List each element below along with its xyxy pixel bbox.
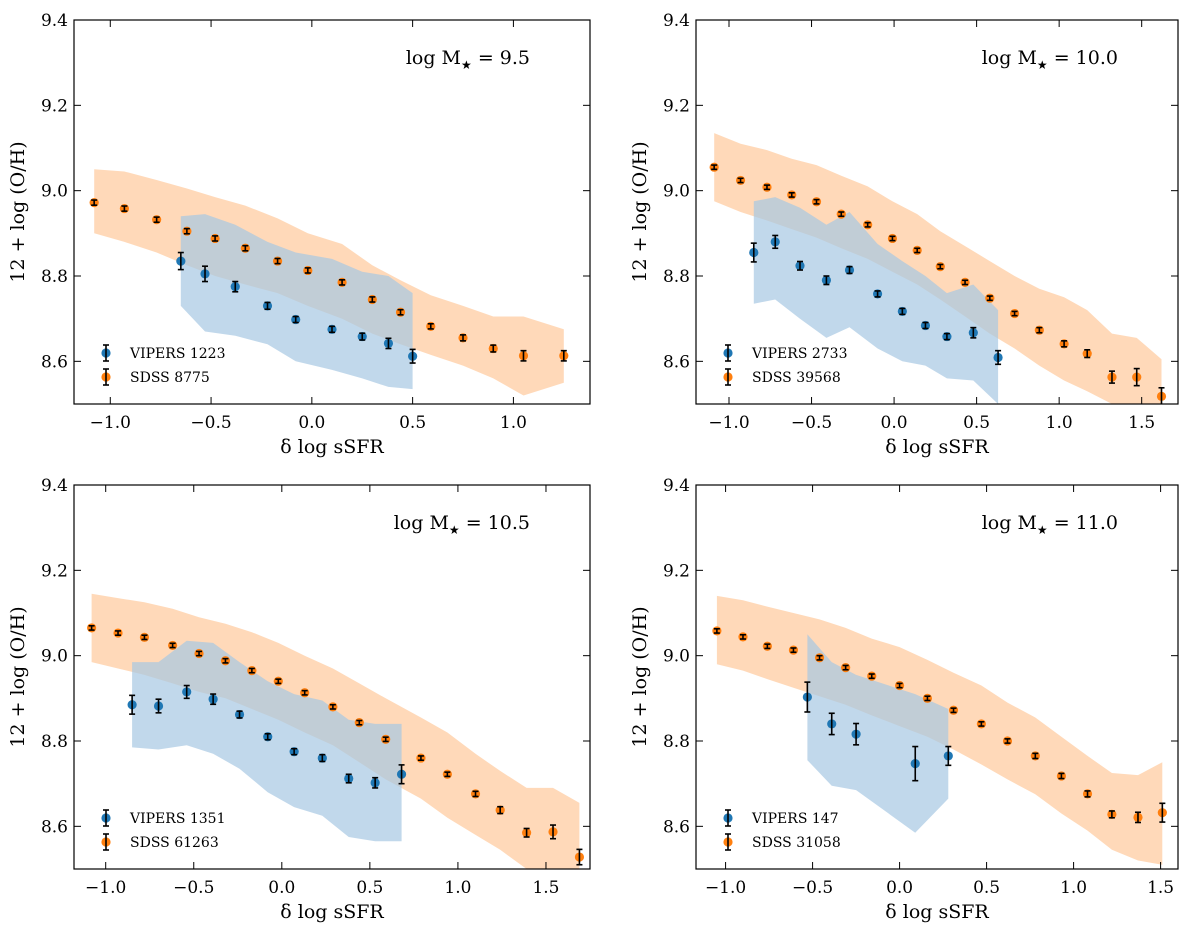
legend-vipers-label: VIPERS 2733: [751, 346, 848, 362]
y-tick-label: 8.6: [663, 352, 690, 372]
panel-2: −1.0 −0.5 0.0 0.5 1.0 1.5 8.6 8.8 9.0 9.2 9.4 δ log…: [629, 11, 1179, 458]
x-tick-label: 1.0: [444, 878, 471, 898]
x-tick-label: 0.0: [886, 878, 913, 898]
stellar-mass-annotation: log M★ = 11.0: [982, 512, 1118, 537]
x-axis-title: δ log sSFR: [885, 436, 989, 458]
panel-4: −1.0 −0.5 0.0 0.5 1.0 1.5 8.6 8.8 9.0 9.2 9.4 δ log…: [629, 476, 1179, 923]
panel-3: −1.0 −0.5 0.0 0.5 1.0 1.5 8.6 8.8 9.0 9.2 9.4 δ log…: [7, 476, 591, 923]
y-tick-label: 9.2: [663, 561, 690, 581]
x-tick-label: 0.5: [356, 878, 383, 898]
x-tick-label: 0.5: [963, 413, 990, 433]
legend-vipers-label: VIPERS 147: [751, 811, 839, 827]
plot-area: [89, 169, 569, 396]
y-tick-label: 8.6: [663, 817, 690, 837]
y-axis-title: 12 + log (O/H): [7, 141, 29, 282]
x-axis-title: δ log sSFR: [280, 436, 384, 458]
y-tick-label: 8.8: [41, 267, 68, 287]
y-axis-title: 12 + log (O/H): [7, 606, 29, 747]
legend: VIPERS 1223 SDSS 8775: [101, 344, 226, 386]
x-tick-label: −0.5: [173, 878, 214, 898]
y-tick-label: 9.0: [663, 182, 690, 202]
y-tick-label: 8.6: [41, 817, 68, 837]
y-tick-label: 9.2: [41, 561, 68, 581]
vipers-scatter-band: [753, 197, 999, 404]
x-tick-label: 1.0: [1046, 413, 1073, 433]
x-tick-label: −1.0: [85, 878, 126, 898]
y-tick-label: 9.2: [41, 96, 68, 116]
y-tick-label: 8.8: [663, 267, 690, 287]
x-tick-label: −1.0: [90, 413, 131, 433]
legend: VIPERS 2733 SDSS 39568: [723, 344, 848, 386]
x-tick-label: 0.0: [298, 413, 325, 433]
legend: VIPERS 147 SDSS 31058: [723, 809, 841, 851]
legend-sdss-label: SDSS 39568: [752, 370, 841, 386]
y-tick-label: 9.0: [41, 647, 68, 667]
vipers-scatter-band: [807, 634, 949, 833]
y-tick-label: 9.4: [41, 476, 68, 496]
y-tick-label: 8.8: [41, 732, 68, 752]
y-tick-label: 9.4: [41, 11, 68, 31]
x-axis-title: δ log sSFR: [280, 901, 384, 923]
x-tick-label: −1.0: [708, 413, 749, 433]
stellar-mass-annotation: log M★ = 9.5: [406, 47, 530, 72]
axes-frame: [73, 484, 591, 870]
x-tick-label: −0.5: [792, 878, 833, 898]
x-tick-label: 1.5: [1128, 413, 1155, 433]
x-axis-title: δ log sSFR: [885, 901, 989, 923]
x-tick-label: 1.0: [1060, 878, 1087, 898]
legend-sdss-label: SDSS 61263: [130, 835, 219, 851]
stellar-mass-annotation: log M★ = 10.0: [982, 47, 1118, 72]
y-tick-label: 9.4: [663, 476, 690, 496]
panel-1: −1.0 −0.5 0.0 0.5 1.0 8.6 8.8 9.0 9.2 9.4 δ log sS…: [7, 11, 591, 458]
x-tick-label: 1.0: [500, 413, 527, 433]
axes-frame: [73, 19, 591, 405]
vipers-scatter-band: [180, 214, 413, 390]
x-tick-label: −1.0: [705, 878, 746, 898]
plot-area: [712, 595, 1167, 865]
legend-vipers-label: VIPERS 1351: [129, 811, 226, 827]
plot-area: [709, 133, 1167, 404]
y-axis-title: 12 + log (O/H): [629, 141, 651, 282]
x-tick-label: 1.5: [1147, 878, 1174, 898]
axes-frame: [695, 19, 1179, 405]
y-tick-label: 9.0: [41, 182, 68, 202]
x-tick-label: 1.5: [532, 878, 559, 898]
legend-sdss-label: SDSS 8775: [130, 370, 210, 386]
x-tick-label: −0.5: [791, 413, 832, 433]
y-tick-label: 9.0: [663, 647, 690, 667]
y-tick-label: 9.2: [663, 96, 690, 116]
x-tick-label: 0.5: [973, 878, 1000, 898]
stellar-mass-annotation: log M★ = 10.5: [394, 512, 530, 537]
x-tick-label: −0.5: [190, 413, 231, 433]
x-tick-label: 0.0: [268, 878, 295, 898]
y-tick-label: 8.8: [663, 732, 690, 752]
y-axis-title: 12 + log (O/H): [629, 606, 651, 747]
y-tick-label: 8.6: [41, 352, 68, 372]
plot-area: [87, 593, 585, 869]
x-tick-label: 0.5: [399, 413, 426, 433]
legend-vipers-label: VIPERS 1223: [129, 346, 226, 362]
y-tick-label: 9.4: [663, 11, 690, 31]
x-tick-label: 0.0: [881, 413, 908, 433]
legend-sdss-label: SDSS 31058: [752, 835, 841, 851]
axes-frame: [695, 484, 1179, 870]
legend: VIPERS 1351 SDSS 61263: [101, 809, 226, 851]
